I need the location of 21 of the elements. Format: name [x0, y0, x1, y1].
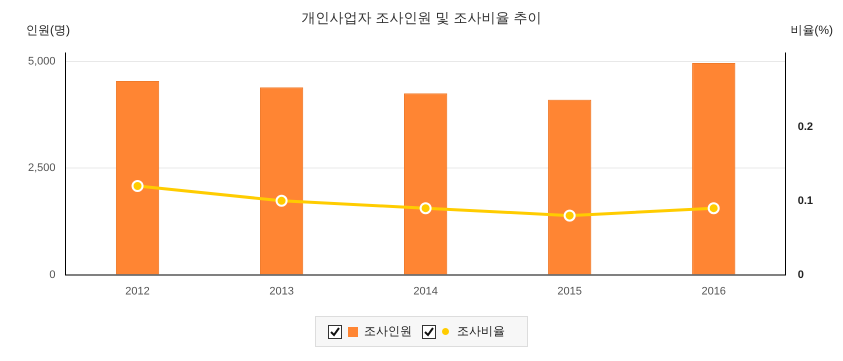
y2-axis-title: 비율(%) [790, 22, 833, 39]
y2-tick-label: 0.2 [798, 120, 814, 133]
x-tick-label: 2016 [701, 285, 726, 298]
y2-tick-label: 0.1 [798, 194, 814, 207]
y-tick-label: 0 [49, 268, 56, 281]
point [564, 210, 576, 222]
point [420, 202, 432, 214]
point [708, 202, 720, 214]
x-tick-label: 2012 [125, 285, 150, 298]
legend-label: 조사비율 [457, 323, 505, 340]
legend-label: 조사인원 [364, 323, 412, 340]
point [132, 180, 144, 192]
chart-title: 개인사업자 조사인원 및 조사비율 추이 [302, 9, 542, 26]
x-tick-label: 2013 [269, 285, 294, 298]
y-tick-label: 5,000 [28, 55, 56, 68]
x-tick-label: 2015 [557, 285, 582, 298]
y-tick-label: 2,500 [28, 162, 56, 174]
y-axis-title: 인원(명) [26, 22, 70, 39]
y2-tick-label: 0 [798, 268, 804, 281]
point [276, 194, 288, 207]
x-tick-label: 2014 [413, 285, 438, 298]
